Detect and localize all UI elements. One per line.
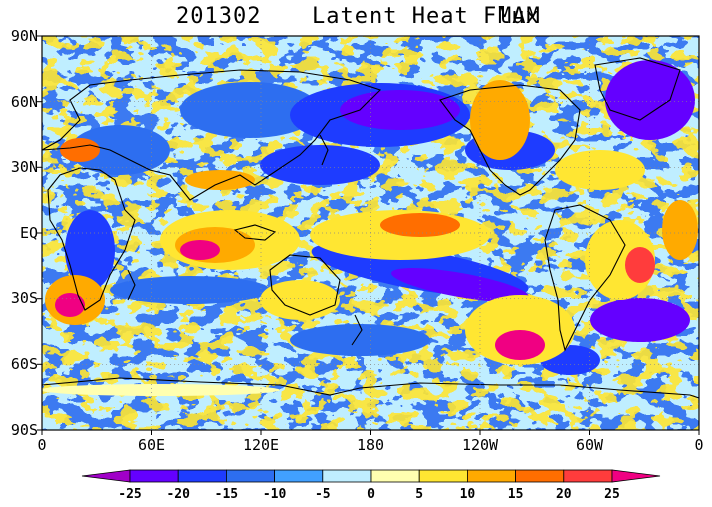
- lat-label-90n: 90N: [10, 27, 38, 45]
- madagascar-coastline: [127, 269, 136, 301]
- title-date: 201302: [176, 4, 262, 29]
- colorbar-box: [515, 469, 565, 483]
- antarctica-coastline: [42, 377, 699, 399]
- colorbar-box: [370, 469, 420, 483]
- lon-label-120e: 120E: [242, 436, 280, 454]
- lat-label-30s: 30S: [10, 289, 38, 307]
- coastlines: [42, 57, 699, 399]
- title-season: MAM: [498, 4, 541, 29]
- colorbar-box: [563, 469, 613, 483]
- colorbar-box: [418, 469, 468, 483]
- colorbar-label: -5: [314, 487, 331, 502]
- colorbar-label: 5: [415, 487, 424, 502]
- australia-coastline: [269, 254, 341, 316]
- europe-asia-coastline: [42, 69, 382, 201]
- colorbar-label: 20: [555, 487, 572, 502]
- graticule: [42, 36, 699, 430]
- lon-label-60w: 60W: [575, 436, 604, 454]
- lon-label-180: 180: [356, 436, 385, 454]
- colorbar-label: 10: [459, 487, 476, 502]
- lat-label-30n: 30N: [10, 158, 38, 176]
- lon-label-0: 0: [37, 436, 47, 454]
- africa-coastline: [47, 167, 136, 311]
- colorbar: [81, 469, 661, 483]
- lat-label-60n: 60N: [10, 93, 38, 111]
- colorbar-box: [466, 469, 516, 483]
- north-america-coastline: [439, 84, 581, 196]
- colorbar-label: 25: [604, 487, 620, 502]
- lon-label-0-end: 0: [694, 436, 704, 454]
- map-title: 201302 Latent Heat Flux MAM: [0, 4, 712, 32]
- new-zealand-coastline: [351, 314, 363, 346]
- colorbar-extend-low: [81, 469, 131, 483]
- lat-label-eq: EQ: [19, 224, 38, 242]
- lon-label-120w: 120W: [461, 436, 499, 454]
- colorbar-box: [274, 469, 324, 483]
- colorbar-box: [225, 469, 275, 483]
- lat-label-60s: 60S: [10, 355, 38, 373]
- greenland-coastline: [594, 57, 681, 121]
- lon-label-60e: 60E: [137, 436, 166, 454]
- colorbar-box: [322, 469, 372, 483]
- axis-ticks: [37, 35, 700, 435]
- colorbar-label: -15: [214, 487, 239, 502]
- colorbar-extend-high: [611, 469, 661, 483]
- positive-anomaly-regions: [42, 80, 698, 396]
- colorbar-box: [177, 469, 227, 483]
- japan-coastline: [319, 134, 329, 166]
- south-america-coastline: [544, 204, 626, 352]
- colorbar-label: 15: [507, 487, 524, 502]
- title-variable: Latent Heat Flux: [312, 4, 540, 29]
- negative-anomaly-regions: [65, 60, 695, 375]
- colorbar-label: -20: [166, 487, 190, 502]
- colorbar-label: 0: [367, 487, 375, 502]
- indonesia-coastline: [233, 224, 277, 241]
- colorbar-box: [129, 469, 179, 483]
- colorbar-label: -10: [262, 487, 287, 502]
- colorbar-label: -25: [118, 487, 142, 502]
- lat-label-90s: 90S: [10, 421, 38, 439]
